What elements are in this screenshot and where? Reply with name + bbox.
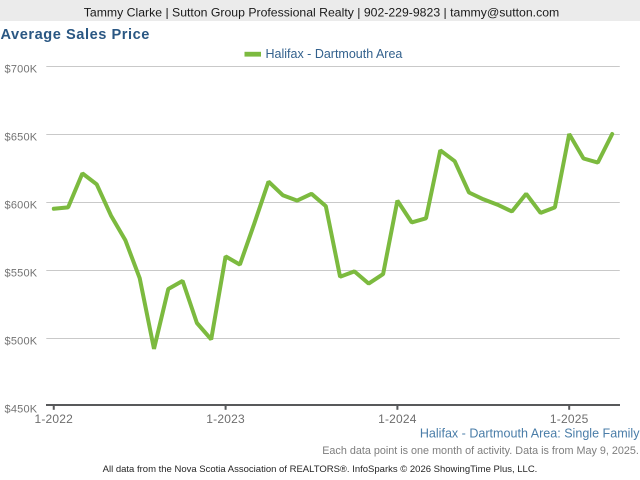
svg-text:1-2025: 1-2025 [550,412,589,426]
svg-text:All data from the Nova Scotia: All data from the Nova Scotia Associatio… [103,464,538,475]
svg-text:Halifax - Dartmouth Area: Sing: Halifax - Dartmouth Area: Single Family [420,427,640,441]
svg-text:1-2022: 1-2022 [34,412,73,426]
svg-text:Tammy Clarke | Sutton Group Pr: Tammy Clarke | Sutton Group Professional… [84,5,559,19]
svg-text:$650K: $650K [5,132,38,144]
svg-text:$450K: $450K [5,404,38,416]
svg-text:$600K: $600K [5,200,38,212]
svg-text:1-2023: 1-2023 [206,412,245,426]
svg-text:$550K: $550K [5,268,38,280]
svg-text:Each data point is one month o: Each data point is one month of activity… [322,445,639,457]
svg-text:Average Sales Price: Average Sales Price [1,27,150,43]
svg-text:$700K: $700K [5,64,38,76]
svg-text:$500K: $500K [5,336,38,348]
svg-text:1-2024: 1-2024 [378,412,417,426]
svg-text:Halifax - Dartmouth Area: Halifax - Dartmouth Area [266,47,403,61]
